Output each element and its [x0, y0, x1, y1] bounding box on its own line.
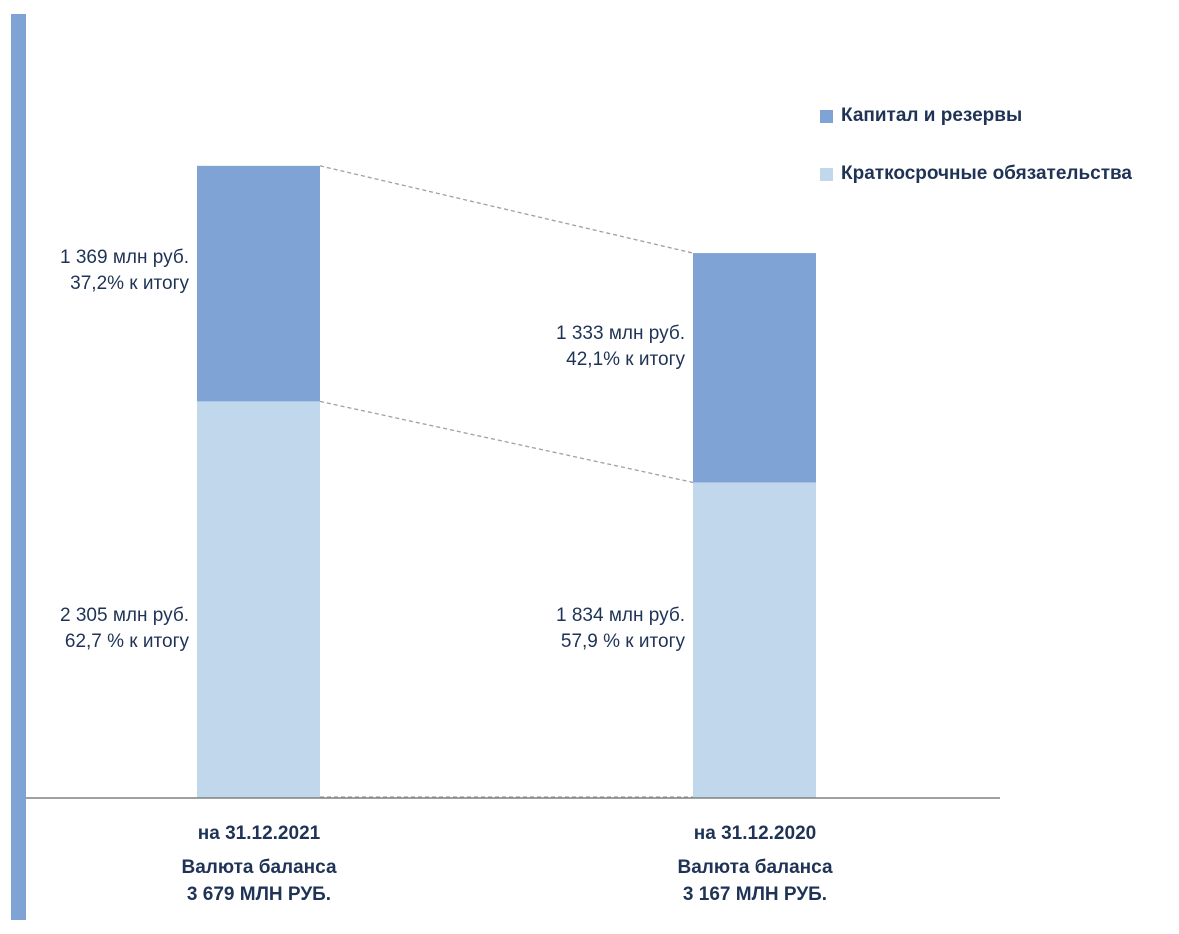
- connector-line-middle: [320, 401, 693, 482]
- legend-label-liabilities: Краткосрочные обязательства: [841, 163, 1132, 185]
- data-label-liabilities-2021: 2 305 млн руб. 62,7 % к итогу: [60, 603, 189, 655]
- bar-liabilities-0: [197, 401, 320, 798]
- bar-capital-1: [693, 253, 816, 482]
- data-label-capital-2020: 1 333 млн руб. 42,1% к итогу: [556, 321, 685, 373]
- data-label-capital-2021: 1 369 млн руб. 37,2% к итогу: [60, 245, 189, 297]
- data-label-liabilities-2020: 1 834 млн руб. 57,9 % к итогу: [556, 603, 685, 655]
- data-label-capital-2021-share: 37,2% к итогу: [60, 271, 189, 297]
- balance-total-2020: Валюта баланса 3 167 МЛН РУБ.: [677, 854, 832, 908]
- balance-total-2020-value: 3 167 МЛН РУБ.: [677, 881, 832, 908]
- data-label-capital-2020-amount: 1 333 млн руб.: [556, 321, 685, 347]
- legend-swatch-liabilities: [820, 168, 833, 181]
- legend-item-capital: Капитал и резервы: [820, 105, 1022, 127]
- category-label-2021: на 31.12.2021: [198, 823, 320, 845]
- legend-swatch-capital: [820, 110, 833, 123]
- data-label-liabilities-2021-amount: 2 305 млн руб.: [60, 603, 189, 629]
- data-label-liabilities-2021-share: 62,7 % к итогу: [60, 629, 189, 655]
- bar-capital-0: [197, 166, 320, 402]
- data-label-capital-2020-share: 42,1% к итогу: [556, 347, 685, 373]
- balance-total-2021-value: 3 679 МЛН РУБ.: [181, 881, 336, 908]
- connector-line-top: [320, 166, 693, 253]
- data-label-capital-2021-amount: 1 369 млн руб.: [60, 245, 189, 271]
- data-label-liabilities-2020-share: 57,9 % к итогу: [556, 629, 685, 655]
- legend-item-liabilities: Краткосрочные обязательства: [820, 163, 1132, 185]
- legend-label-capital: Капитал и резервы: [841, 105, 1022, 127]
- balance-total-2020-title: Валюта баланса: [677, 854, 832, 881]
- data-label-liabilities-2020-amount: 1 834 млн руб.: [556, 603, 685, 629]
- category-label-2020: на 31.12.2020: [694, 823, 816, 845]
- balance-total-2021-title: Валюта баланса: [181, 854, 336, 881]
- bar-liabilities-1: [693, 482, 816, 798]
- balance-total-2021: Валюта баланса 3 679 МЛН РУБ.: [181, 854, 336, 908]
